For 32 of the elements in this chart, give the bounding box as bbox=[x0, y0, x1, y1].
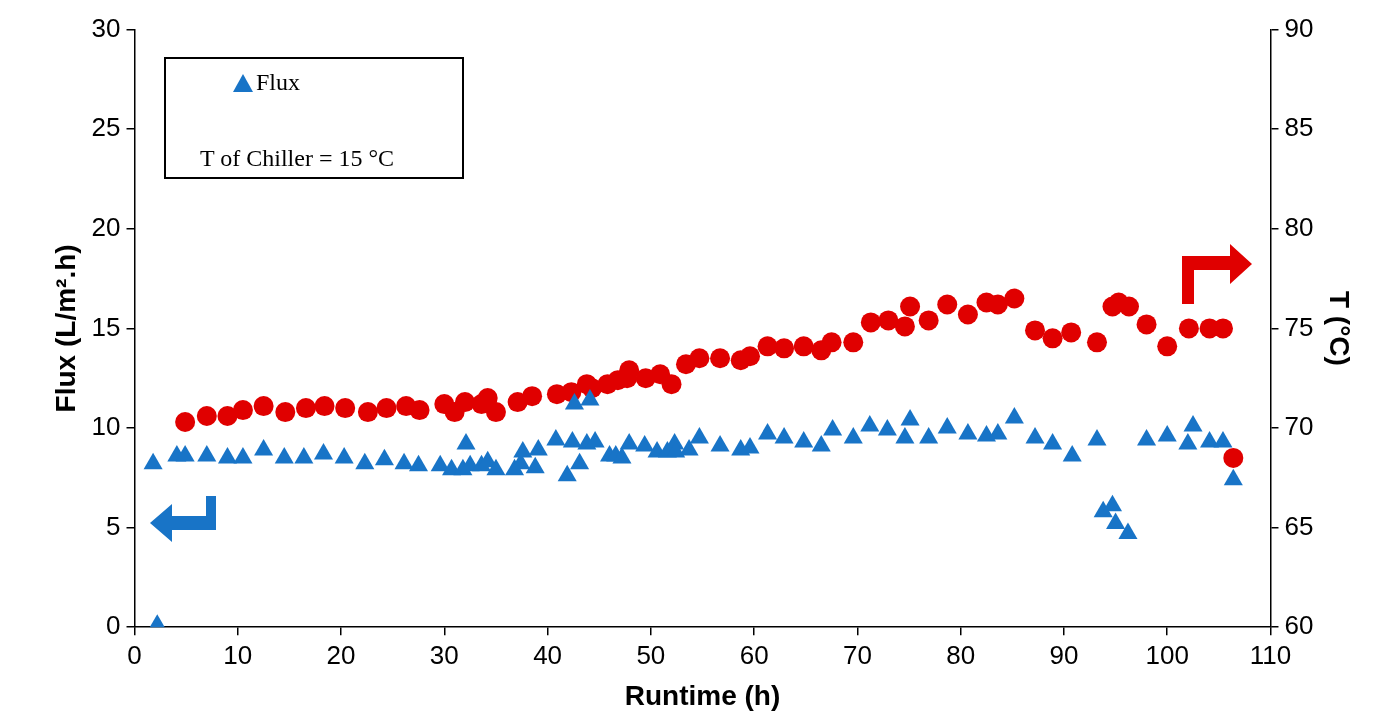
x-axis-title: Runtime (h) bbox=[624, 679, 781, 711]
y-tick-label: 15 bbox=[91, 311, 121, 342]
x-tick-label: 0 bbox=[127, 639, 142, 670]
y2-tick-label: 75 bbox=[1284, 311, 1314, 342]
x-tick-label: 70 bbox=[842, 639, 872, 670]
y2-tick-label: 80 bbox=[1284, 211, 1314, 242]
y-tick-label: 0 bbox=[106, 610, 121, 641]
y-tick-label: 30 bbox=[91, 12, 121, 43]
annotation: T of Chiller = 15 °C bbox=[200, 145, 395, 172]
y2-tick-label: 65 bbox=[1284, 510, 1314, 541]
y-tick-label: 25 bbox=[91, 112, 121, 143]
y-axis-title: Flux (L/m².h) bbox=[49, 244, 81, 413]
x-tick-label: 30 bbox=[429, 639, 459, 670]
y2-tick-label: 60 bbox=[1284, 610, 1314, 641]
y2-tick-label: 85 bbox=[1284, 112, 1314, 143]
y2-tick-label: 70 bbox=[1284, 411, 1314, 442]
x-tick-label: 80 bbox=[946, 639, 976, 670]
x-tick-label: 50 bbox=[636, 639, 666, 670]
y2-axis-title: T (°C) bbox=[1324, 290, 1356, 366]
x-tick-label: 40 bbox=[533, 639, 563, 670]
y-tick-label: 20 bbox=[91, 211, 121, 242]
x-tick-label: 10 bbox=[223, 639, 253, 670]
legend-box: Flux T of Chiller = 15 °C bbox=[164, 57, 464, 179]
y2-tick-label: 90 bbox=[1284, 12, 1314, 43]
y-tick-label: 5 bbox=[106, 510, 121, 541]
x-tick-label: 60 bbox=[739, 639, 769, 670]
x-tick-label: 100 bbox=[1145, 639, 1189, 670]
x-tick-label: 110 bbox=[1249, 639, 1292, 670]
x-tick-label: 20 bbox=[326, 639, 356, 670]
y-tick-label: 10 bbox=[91, 411, 121, 442]
legend-label: Flux bbox=[256, 69, 301, 96]
x-tick-label: 90 bbox=[1049, 639, 1079, 670]
